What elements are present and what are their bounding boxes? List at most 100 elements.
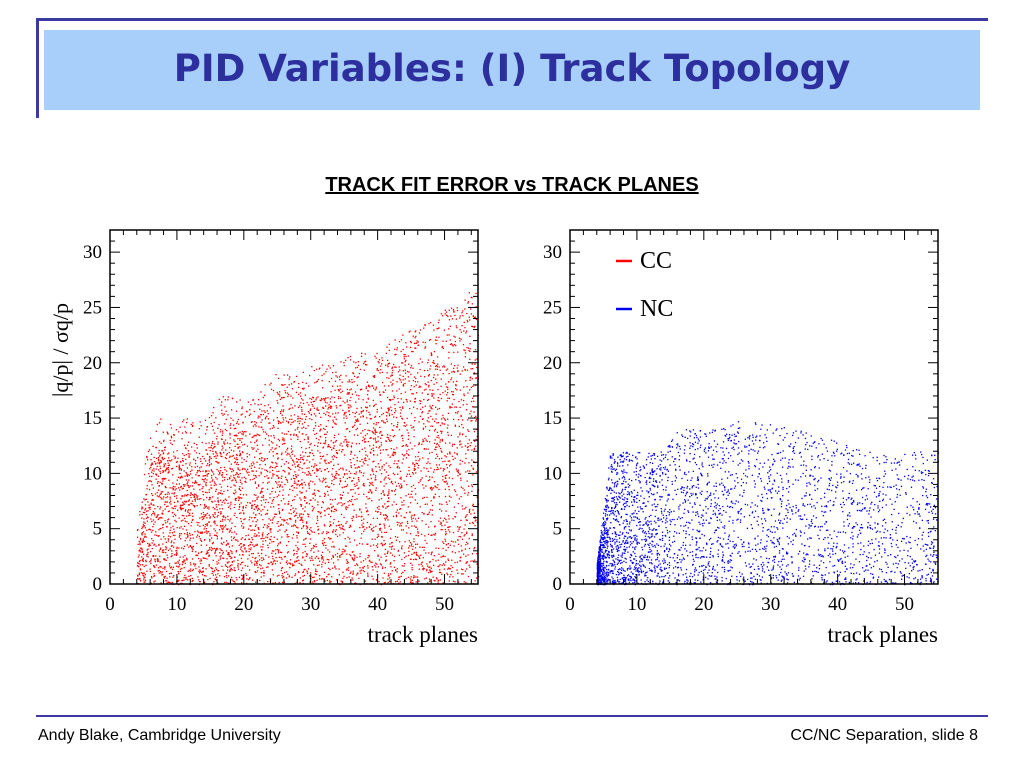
- data-point: [159, 472, 162, 474]
- data-point: [307, 471, 309, 473]
- data-point: [136, 529, 139, 531]
- data-point: [469, 389, 471, 391]
- data-point: [174, 457, 176, 460]
- data-point: [244, 518, 246, 520]
- data-point: [215, 438, 218, 440]
- data-point: [285, 577, 288, 579]
- data-point: [240, 546, 242, 548]
- data-point: [251, 553, 253, 555]
- data-point: [179, 476, 182, 478]
- data-point: [413, 429, 415, 431]
- data-point: [243, 476, 245, 478]
- data-point: [467, 494, 469, 496]
- data-point: [147, 450, 150, 453]
- data-point: [263, 572, 265, 574]
- data-point: [224, 519, 226, 521]
- data-point: [452, 393, 454, 396]
- data-point: [177, 566, 179, 568]
- data-point: [173, 451, 175, 453]
- data-point: [190, 473, 192, 475]
- data-point: [246, 445, 249, 447]
- data-point: [272, 487, 274, 489]
- data-point: [143, 540, 145, 542]
- data-point: [241, 457, 243, 459]
- data-point: [188, 500, 190, 502]
- data-point: [239, 479, 241, 481]
- data-point: [282, 417, 284, 419]
- data-point: [276, 560, 278, 562]
- data-point: [466, 480, 468, 482]
- data-point: [141, 547, 143, 549]
- data-point: [335, 412, 337, 414]
- data-point: [414, 397, 417, 400]
- data-point: [429, 338, 432, 341]
- data-point: [445, 340, 447, 342]
- data-point: [338, 376, 341, 378]
- data-point: [189, 544, 191, 547]
- data-point: [288, 408, 290, 410]
- data-point: [468, 316, 470, 318]
- data-point: [431, 504, 434, 507]
- data-point: [433, 329, 435, 331]
- data-point: [221, 528, 223, 530]
- data-point: [242, 507, 244, 509]
- data-point: [161, 571, 164, 573]
- data-point: [351, 480, 353, 482]
- data-point: [322, 501, 324, 503]
- data-point: [218, 424, 220, 426]
- data-point: [224, 399, 226, 401]
- data-point: [373, 423, 375, 425]
- data-point: [306, 526, 308, 528]
- data-point: [211, 442, 213, 444]
- data-point: [229, 555, 231, 558]
- data-point: [298, 515, 301, 517]
- data-point: [288, 384, 290, 386]
- data-point: [178, 487, 180, 489]
- data-point: [369, 489, 371, 491]
- data-point: [163, 496, 165, 498]
- data-point: [408, 470, 410, 472]
- data-point: [322, 446, 325, 448]
- data-point: [204, 419, 207, 421]
- data-point: [396, 424, 399, 426]
- data-point: [465, 506, 467, 508]
- data-point: [387, 550, 389, 552]
- data-point: [374, 538, 376, 540]
- data-point: [400, 508, 402, 510]
- data-point: [402, 362, 404, 364]
- data-point: [294, 466, 297, 468]
- data-point: [384, 469, 386, 471]
- data-point: [405, 457, 408, 459]
- data-point: [343, 486, 345, 488]
- data-point: [369, 430, 371, 432]
- data-point: [402, 370, 404, 372]
- data-point: [276, 474, 278, 477]
- data-point: [363, 485, 365, 487]
- data-point: [282, 419, 285, 421]
- data-point: [293, 434, 295, 436]
- data-point: [354, 564, 356, 567]
- data-point: [473, 400, 475, 402]
- data-point: [242, 561, 244, 563]
- data-point: [334, 477, 336, 479]
- data-point: [273, 437, 275, 439]
- data-point: [166, 467, 168, 469]
- data-point: [444, 460, 446, 462]
- data-point: [425, 552, 427, 554]
- data-point: [382, 391, 384, 393]
- data-point: [158, 529, 160, 531]
- data-point: [260, 576, 262, 578]
- data-point: [255, 521, 257, 523]
- data-point: [260, 490, 262, 492]
- data-point: [419, 506, 421, 508]
- data-point: [406, 452, 408, 455]
- data-point: [423, 568, 425, 570]
- data-point: [197, 531, 200, 533]
- data-point: [305, 497, 307, 499]
- data-point: [461, 460, 463, 463]
- data-point: [311, 505, 313, 507]
- data-point: [309, 452, 311, 454]
- data-point: [411, 564, 413, 566]
- data-point: [200, 558, 202, 560]
- data-point: [354, 421, 356, 424]
